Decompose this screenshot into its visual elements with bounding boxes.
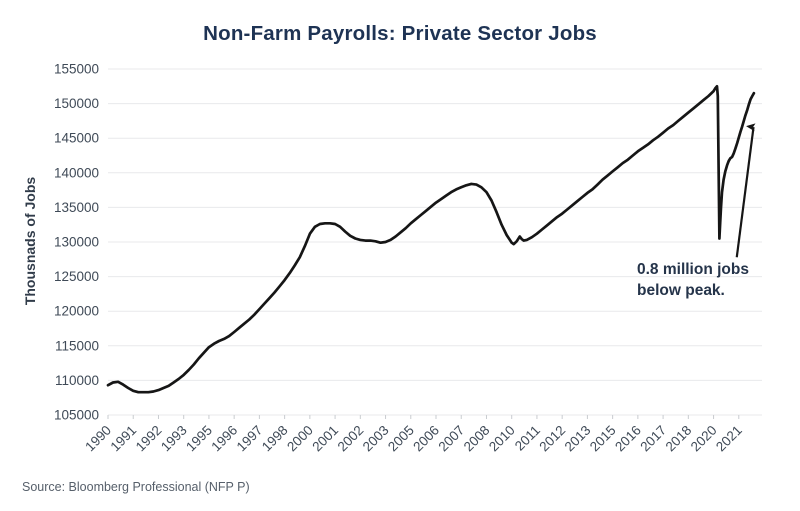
x-tick-label: 2018 xyxy=(663,423,695,455)
source-note: Source: Bloomberg Professional (NFP P) xyxy=(22,480,250,494)
y-tick-label: 140000 xyxy=(54,165,99,180)
arrow-line xyxy=(735,123,756,258)
annotation-line-2: below peak. xyxy=(637,282,725,299)
x-tick-label: 2010 xyxy=(486,423,518,455)
x-tick-label: 1996 xyxy=(208,423,240,455)
y-tick-label: 145000 xyxy=(54,131,99,146)
x-tick-label: 2016 xyxy=(612,423,644,455)
chart-title: Non-Farm Payrolls: Private Sector Jobs xyxy=(203,22,597,45)
x-tick-label: 2013 xyxy=(562,423,594,455)
x-tick-label: 2005 xyxy=(385,423,417,455)
y-tick-label: 120000 xyxy=(54,304,99,319)
gridlines xyxy=(108,68,762,416)
x-tick-label: 1991 xyxy=(107,423,139,455)
x-tick-label: 2001 xyxy=(309,423,341,455)
x-tick-label: 2007 xyxy=(436,423,468,455)
x-tick-label: 1990 xyxy=(82,423,114,455)
y-tick-label: 125000 xyxy=(54,269,99,284)
annotation-text: 0.8 million jobs below peak. xyxy=(637,259,797,301)
data-line xyxy=(106,84,756,394)
x-tick-label: 1998 xyxy=(259,423,291,455)
y-tick-label: 155000 xyxy=(54,62,99,77)
y-tick-label: 110000 xyxy=(55,373,99,388)
x-tick-label: 2020 xyxy=(688,423,720,455)
x-tick-label: 2008 xyxy=(461,423,493,455)
axis-ticks-and-labels: 105000 110000 115000 120000 125000 130000 1350… xyxy=(54,62,745,455)
y-tick-label: 150000 xyxy=(54,96,99,111)
y-tick-label: 130000 xyxy=(54,235,99,250)
x-tick-label: 2021 xyxy=(713,423,745,455)
x-tick-label: 2000 xyxy=(284,423,316,455)
annotation-arrow xyxy=(735,123,756,258)
x-tick-label: 2002 xyxy=(335,423,367,455)
x-tick-label: 1997 xyxy=(234,423,266,455)
x-tick-label: 2003 xyxy=(360,423,392,455)
x-tick-label: 2015 xyxy=(587,423,619,455)
x-tick-label: 1992 xyxy=(133,423,165,455)
x-tick-label: 2017 xyxy=(637,423,669,455)
x-tick-label: 1993 xyxy=(158,423,190,455)
y-tick-label: 115000 xyxy=(55,338,99,353)
x-tick-label: 1995 xyxy=(183,423,215,455)
y-tick-label: 135000 xyxy=(54,200,99,215)
payrolls-line xyxy=(106,84,756,394)
x-tick-label: 2006 xyxy=(410,423,442,455)
x-tick-label: 2012 xyxy=(536,423,568,455)
annotation-line-1: 0.8 million jobs xyxy=(637,261,749,278)
y-tick-label: 105000 xyxy=(54,408,99,423)
x-tick-label: 2011 xyxy=(512,423,543,454)
